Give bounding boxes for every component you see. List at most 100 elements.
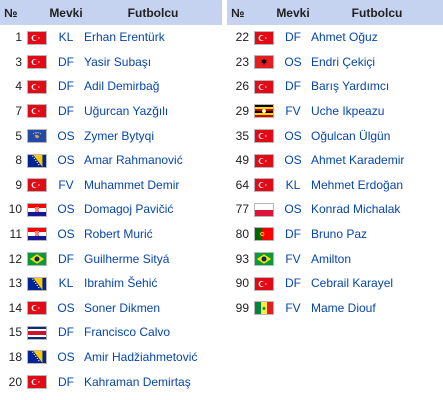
flag-turkey-icon[interactable] (254, 129, 274, 144)
position-link[interactable]: DF (58, 374, 74, 389)
player-link[interactable]: Barış Yardımcı (311, 79, 390, 94)
shirt-number: 77 (235, 202, 249, 217)
player-cell: Konrad Michalak (311, 197, 443, 222)
flag-turkey-icon[interactable] (27, 301, 47, 316)
table-row: 4 DF Adil Demirbağ (0, 74, 222, 99)
player-link[interactable]: Erhan Erentürk (84, 30, 165, 45)
flag-costarica-icon[interactable] (27, 325, 47, 340)
player-link[interactable]: Uche Ikpeazu (311, 104, 385, 119)
player-link[interactable]: Kahraman Demirtaş (84, 374, 191, 389)
position-link[interactable]: DF (285, 227, 301, 242)
position-link[interactable]: DF (285, 30, 301, 45)
position-link[interactable]: FV (285, 300, 301, 315)
flag-brazil-icon[interactable] (27, 252, 47, 267)
position-link[interactable]: DF (285, 276, 301, 291)
header-position[interactable]: Mevki (275, 0, 311, 25)
flag-turkey-icon[interactable] (27, 30, 47, 45)
flag-bosnia-icon[interactable] (27, 350, 47, 365)
position-link[interactable]: FV (285, 251, 301, 266)
flag-turkey-icon[interactable] (254, 153, 274, 168)
flag-senegal-icon[interactable] (254, 301, 274, 316)
position-link[interactable]: DF (58, 251, 74, 266)
header-number[interactable]: № (227, 0, 275, 25)
position-link[interactable]: DF (285, 79, 301, 94)
player-link[interactable]: Amilton (311, 251, 352, 266)
flag-turkey-icon[interactable] (27, 55, 47, 70)
position-link[interactable]: FV (285, 104, 301, 119)
flag-croatia-icon[interactable] (27, 227, 47, 242)
position-link[interactable]: OS (57, 128, 75, 143)
header-position[interactable]: Mevki (48, 0, 84, 25)
position-link[interactable]: DF (58, 325, 74, 340)
position-link[interactable]: DF (58, 104, 74, 119)
flag-turkey-icon[interactable] (254, 178, 274, 193)
player-cell: Adil Demirbağ (84, 74, 222, 99)
flag-kosovo-icon[interactable] (27, 129, 47, 144)
position-link[interactable]: OS (57, 300, 75, 315)
nationality-cell (253, 99, 275, 124)
player-link[interactable]: Bruno Paz (311, 227, 368, 242)
flag-uganda-icon[interactable] (254, 104, 274, 119)
player-link[interactable]: Konrad Michalak (311, 202, 401, 217)
flag-albania-icon[interactable] (254, 55, 274, 70)
player-link[interactable]: Oğulcan Ülgün (311, 128, 391, 143)
player-link[interactable]: Domagoj Pavičić (84, 202, 174, 217)
header-player[interactable]: Futbolcu (311, 0, 443, 25)
table-row: 90 DF Cebrail Karayel (227, 271, 443, 296)
position-link[interactable]: OS (57, 153, 75, 168)
player-link[interactable]: Zymer Bytyqi (84, 128, 155, 143)
position-link[interactable]: FV (58, 177, 74, 192)
position-link[interactable]: OS (284, 153, 302, 168)
position-link[interactable]: KL (285, 177, 301, 192)
player-link[interactable]: Endri Çekiçi (311, 54, 376, 69)
player-cell: Amir Hadžiahmetović (84, 345, 222, 370)
table-row: 10 OS Domagoj Pavičić (0, 197, 222, 222)
nationality-cell (26, 123, 48, 148)
position-link[interactable]: OS (284, 128, 302, 143)
player-link[interactable]: Ahmet Karademir (311, 153, 405, 168)
position-link[interactable]: KL (58, 30, 74, 45)
player-link[interactable]: Uğurcan Yazğılı (84, 104, 169, 119)
flag-croatia-icon[interactable] (27, 202, 47, 217)
player-link[interactable]: Amir Hadžiahmetović (84, 350, 198, 365)
player-link[interactable]: Mehmet Erdoğan (311, 177, 404, 192)
flag-bosnia-icon[interactable] (27, 153, 47, 168)
player-cell: Domagoj Pavičić (84, 197, 222, 222)
player-link[interactable]: Cebrail Karayel (311, 276, 394, 291)
player-link[interactable]: Ibrahim Šehić (84, 276, 158, 291)
position-link[interactable]: OS (57, 202, 75, 217)
flag-brazil-icon[interactable] (254, 252, 274, 267)
flag-bosnia-icon[interactable] (27, 276, 47, 291)
flag-portugal-icon[interactable] (254, 227, 274, 242)
player-link[interactable]: Adil Demirbağ (84, 79, 160, 94)
flag-turkey-icon[interactable] (254, 79, 274, 94)
player-cell: Robert Murić (84, 222, 222, 247)
player-link[interactable]: Francisco Calvo (84, 325, 171, 340)
player-link[interactable]: Guilherme Sityá (84, 251, 170, 266)
flag-turkey-icon[interactable] (27, 104, 47, 119)
player-link[interactable]: Soner Dikmen (84, 300, 161, 315)
flag-turkey-icon[interactable] (27, 178, 47, 193)
player-link[interactable]: Ahmet Oğuz (311, 30, 378, 45)
player-link[interactable]: Yasir Subaşı (84, 54, 152, 69)
shirt-number: 18 (8, 350, 22, 365)
flag-poland-icon[interactable] (254, 202, 274, 217)
player-link[interactable]: Mame Diouf (311, 300, 376, 315)
player-link[interactable]: Amar Rahmanović (84, 153, 183, 168)
player-link[interactable]: Muhammet Demir (84, 177, 180, 192)
position-link[interactable]: DF (58, 54, 74, 69)
flag-turkey-icon[interactable] (27, 375, 47, 390)
flag-turkey-icon[interactable] (254, 30, 274, 45)
position-link[interactable]: OS (284, 202, 302, 217)
position-link[interactable]: KL (58, 276, 74, 291)
position-link[interactable]: OS (57, 227, 75, 242)
player-link[interactable]: Robert Murić (84, 227, 153, 242)
position-link[interactable]: OS (57, 350, 75, 365)
header-number[interactable]: № (0, 0, 48, 25)
flag-turkey-icon[interactable] (27, 79, 47, 94)
position-link[interactable]: OS (284, 54, 302, 69)
header-player[interactable]: Futbolcu (84, 0, 222, 25)
flag-turkey-icon[interactable] (254, 276, 274, 291)
position-link[interactable]: DF (58, 79, 74, 94)
